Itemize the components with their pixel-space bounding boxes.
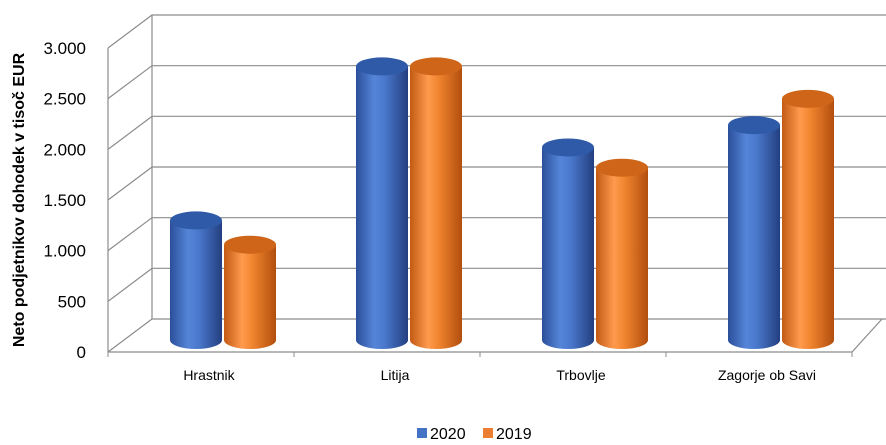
bar-2019-zagorje-ob-savi	[782, 89, 834, 350]
bar-top	[782, 89, 834, 108]
legend: 2020 2019	[417, 426, 532, 443]
bar-body	[410, 66, 462, 350]
bar-body	[356, 66, 408, 350]
labels: 0 500 1.000 1.500 2.000 2.500 3.000 Hrastnik Lit…	[43, 39, 816, 383]
y-tick-label: 0	[77, 343, 86, 362]
gridline	[107, 65, 886, 100]
y-tick-label: 2.000	[43, 140, 86, 159]
y-tick-label: 1.000	[43, 242, 86, 261]
x-tick-label: Hrastnik	[183, 367, 235, 383]
bar-2019-trbovlje	[596, 158, 648, 349]
bar-2020-zagorje-ob-savi	[728, 116, 780, 349]
bar-2020-trbovlje	[542, 138, 594, 349]
bar-top	[542, 138, 594, 157]
bar-top	[596, 158, 648, 177]
bar-body	[782, 98, 834, 350]
gridline	[107, 14, 886, 49]
bar-top	[356, 57, 408, 76]
y-tick-label: 1.500	[43, 191, 86, 210]
bar-body	[596, 167, 648, 349]
legend-swatch-2020	[417, 428, 427, 438]
bar-2019-litija	[410, 57, 462, 350]
legend-label-2020: 2020	[430, 426, 466, 443]
bar-body	[170, 220, 222, 349]
bar-body	[542, 147, 594, 349]
y-tick-label: 3.000	[43, 39, 86, 58]
legend-swatch-2019	[483, 428, 493, 438]
bar-body	[728, 125, 780, 349]
x-tick-label: Litija	[381, 367, 410, 383]
y-axis-label: Neto podjetnikov dohodek v tisoč EUR	[11, 52, 28, 347]
bar-2020-hrastnik	[170, 211, 222, 349]
legend-label-2019: 2019	[496, 426, 532, 443]
bars	[170, 57, 834, 350]
bar-body	[224, 244, 276, 349]
bar-2020-litija	[356, 57, 408, 350]
bar-top	[170, 211, 222, 230]
bar-top	[224, 235, 276, 254]
x-tick-label: Zagorje ob Savi	[718, 367, 816, 383]
bar-2019-hrastnik	[224, 235, 276, 349]
y-tick-label: 2.500	[43, 90, 86, 109]
bar-top	[728, 116, 780, 135]
x-tick-label: Trbovlje	[556, 367, 605, 383]
y-tick-label: 500	[58, 292, 86, 311]
axes	[107, 15, 883, 357]
bar-top	[410, 57, 462, 76]
